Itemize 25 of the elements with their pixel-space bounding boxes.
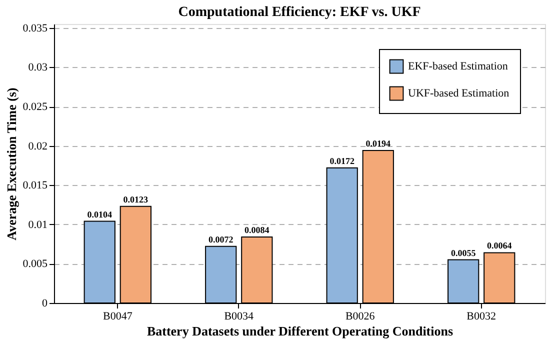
chart-title: Computational Efficiency: EKF vs. UKF <box>178 4 421 20</box>
data-label: 0.0064 <box>487 240 512 251</box>
data-label: 0.0172 <box>330 156 355 166</box>
y-tick-label: 0.03 <box>28 62 48 74</box>
x-axis-title: Battery Datasets under Different Operating Conditions <box>146 324 454 338</box>
data-label: 0.0084 <box>244 224 270 235</box>
data-label: 0.0104 <box>87 209 112 220</box>
x-tick-label: B0026 <box>345 310 376 322</box>
legend-label: EKF-based Estimation <box>408 60 508 72</box>
y-tick-label: 0.025 <box>22 101 48 114</box>
y-tick-label: 0.01 <box>28 218 48 231</box>
y-tick-label: 0.015 <box>22 180 48 192</box>
y-tick-label: 0.035 <box>22 22 48 34</box>
y-axis-title: Average Execution Time (s) <box>4 88 19 240</box>
y-tick-label: 0 <box>42 298 48 310</box>
data-label: 0.0055 <box>450 248 476 258</box>
x-tick-label: B0032 <box>466 310 496 322</box>
data-label: 0.0072 <box>208 234 234 244</box>
data-label: 0.0194 <box>366 138 392 149</box>
y-tick-label: 0.02 <box>28 140 48 152</box>
data-label: 0.0123 <box>123 194 149 204</box>
y-tick-label: 0.005 <box>22 258 48 270</box>
x-tick-label: B0047 <box>102 310 133 322</box>
x-tick-label: B0034 <box>224 310 254 322</box>
legend-label: UKF-based Estimation <box>408 88 510 100</box>
